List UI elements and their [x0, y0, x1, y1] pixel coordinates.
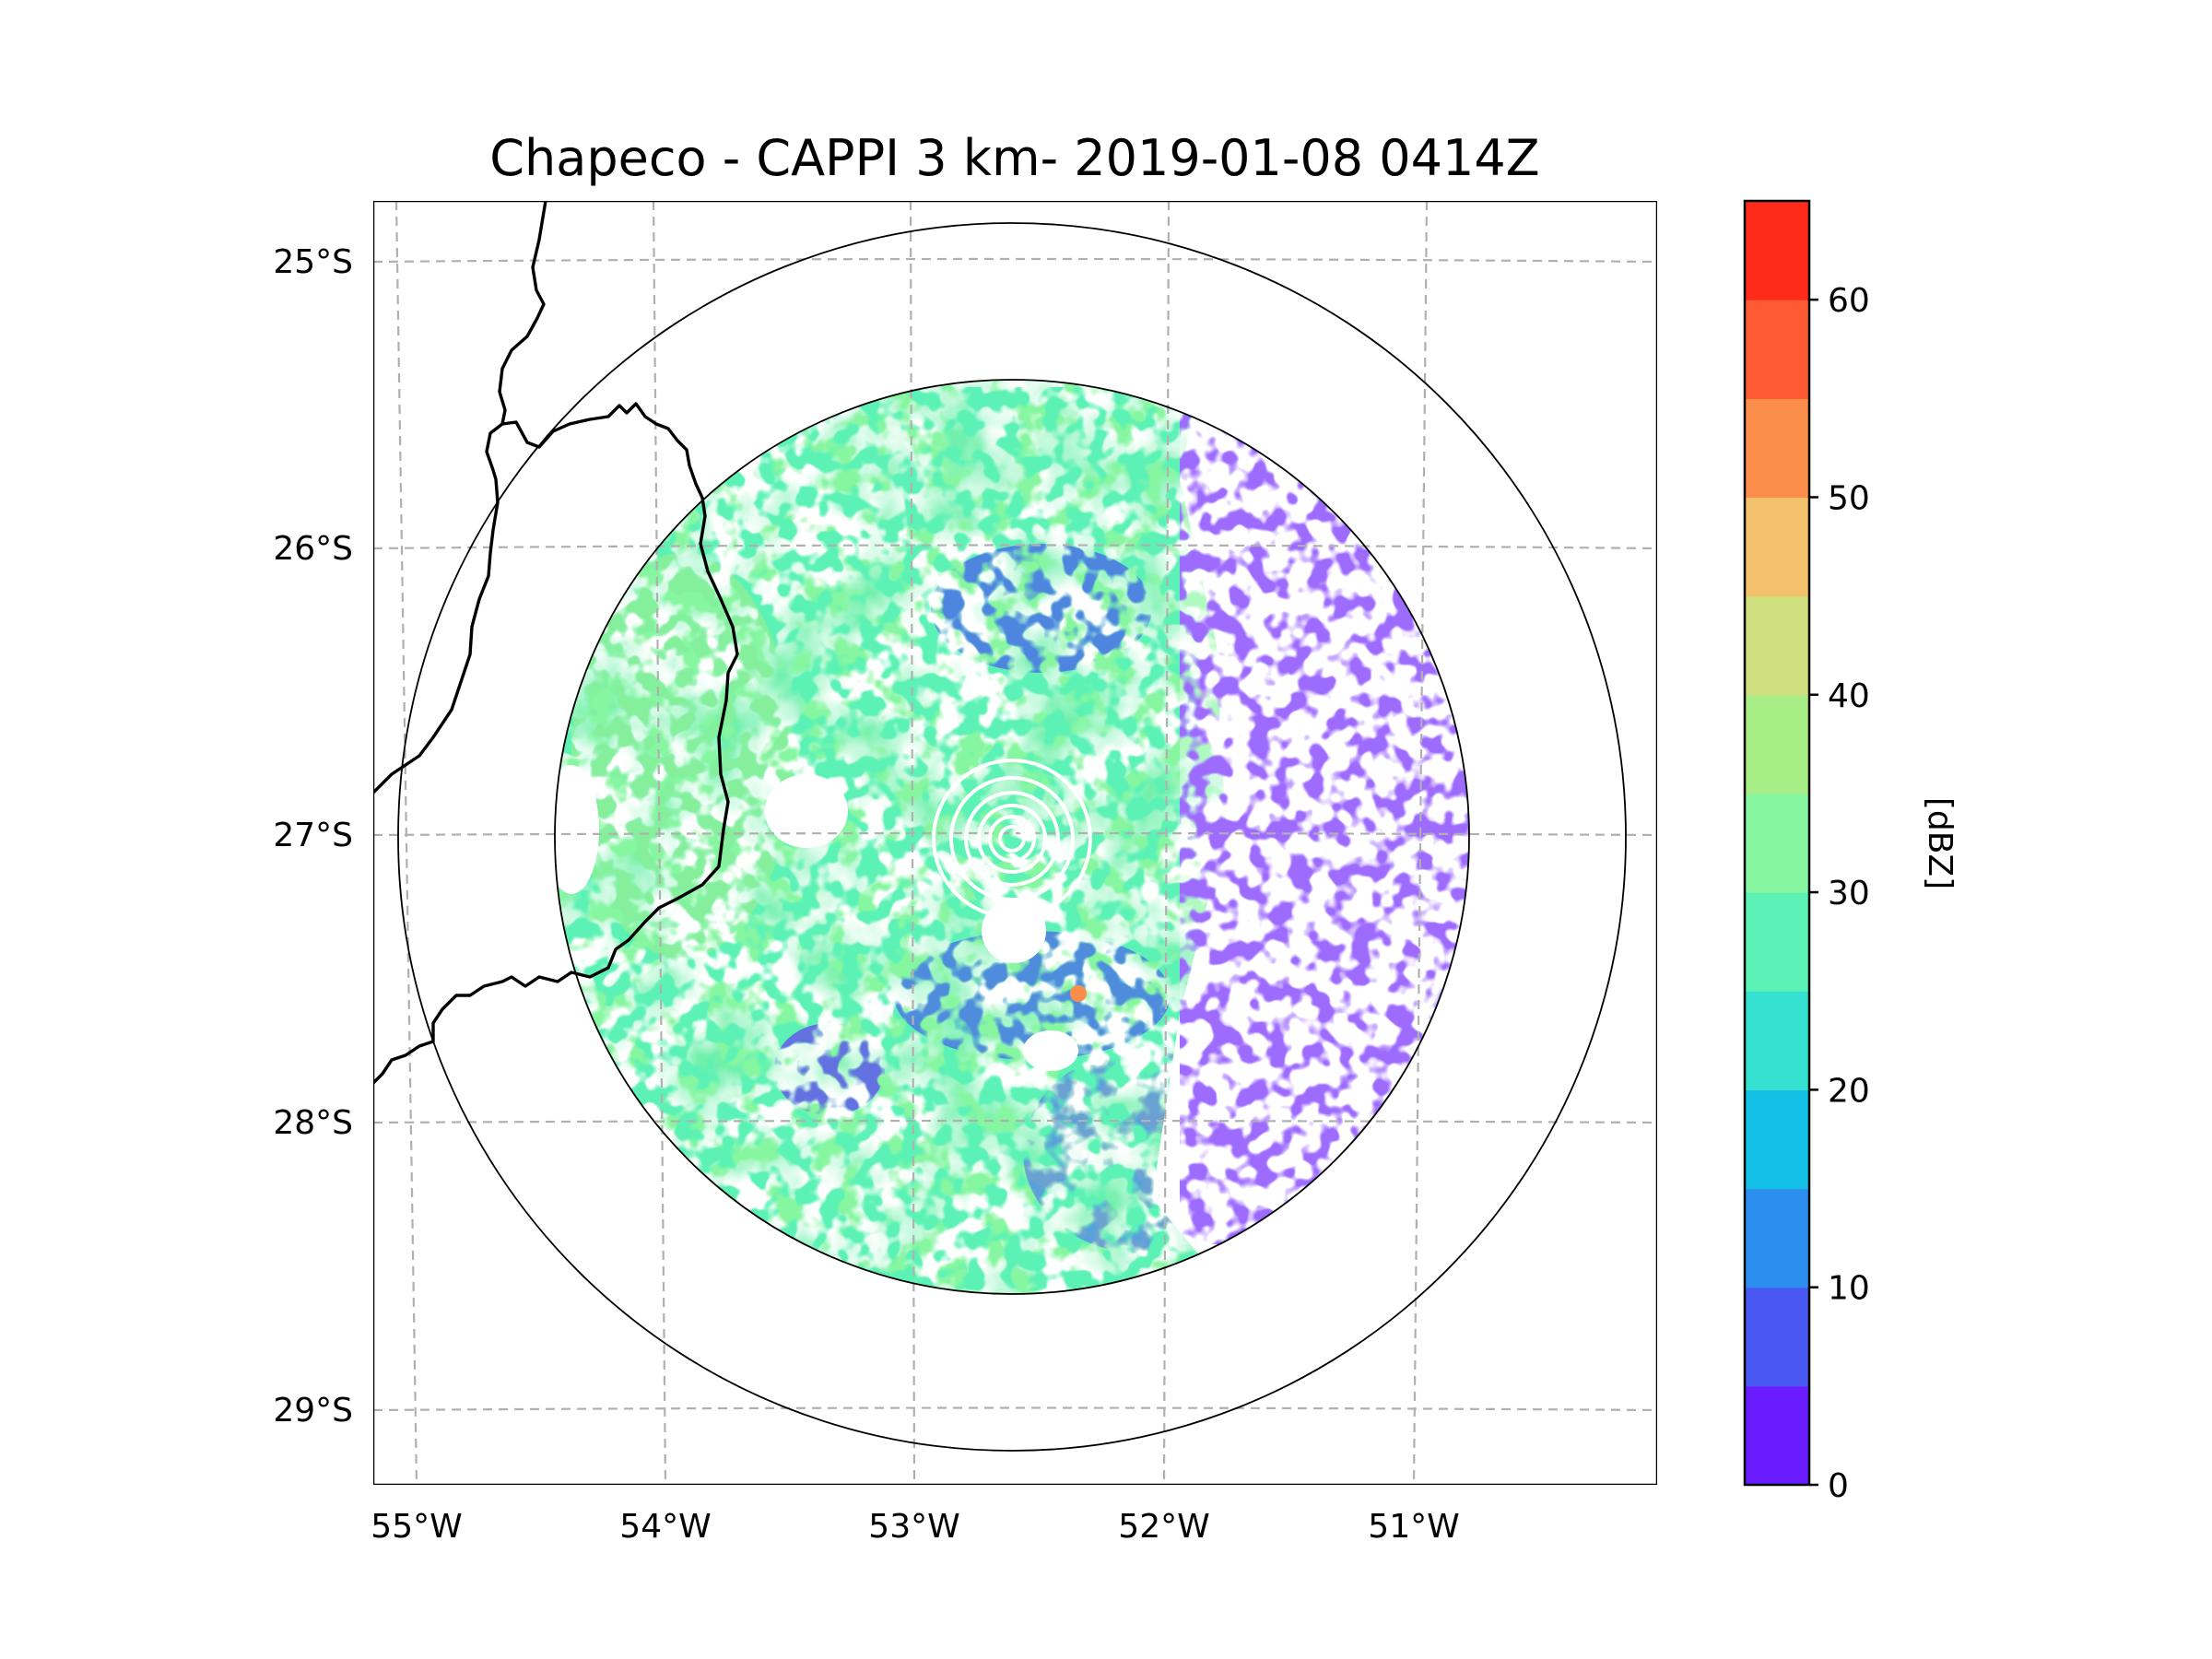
- colorbar-tick-label: 60: [1828, 282, 1870, 320]
- colorbar-tick-label: 20: [1828, 1072, 1870, 1110]
- colorbar-segment: [1745, 694, 1809, 794]
- lon-label: 51°W: [1368, 1508, 1459, 1546]
- colorbar-tick-label: 0: [1828, 1467, 1849, 1505]
- colorbar-segment: [1745, 793, 1809, 893]
- colorbar-segment: [1745, 398, 1809, 499]
- lon-label: 54°W: [619, 1508, 711, 1546]
- colorbar-segment: [1745, 1385, 1809, 1486]
- colorbar-segment: [1745, 1188, 1809, 1288]
- colorbar-tick-label: 40: [1828, 677, 1870, 715]
- colorbar-tick-label: 10: [1828, 1270, 1870, 1308]
- map-title: Chapeco - CAPPI 3 km- 2019-01-08 0414Z: [489, 129, 1539, 187]
- range-ring-inner: [554, 379, 1470, 1295]
- colorbar-tick-label: 50: [1828, 479, 1870, 517]
- country-borders: [373, 201, 739, 1085]
- colorbar-segment: [1745, 1089, 1809, 1190]
- map-axes: [373, 201, 1657, 1485]
- lat-label: 25°S: [273, 243, 353, 281]
- colorbar-label: [dBZ]: [1921, 797, 1959, 889]
- longitude-labels: 55°W 54°W 53°W 52°W 51°W: [371, 1508, 1459, 1546]
- colorbar-segment: [1745, 497, 1809, 597]
- range-ring-outer: [397, 222, 1627, 1452]
- colorbar-segment: [1745, 892, 1809, 992]
- lon-label: 52°W: [1118, 1508, 1209, 1546]
- colorbar-segment: [1745, 201, 1809, 300]
- colorbar-frame: [1743, 199, 1811, 1487]
- colorbar-segment: [1745, 300, 1809, 399]
- colorbar-segment: [1745, 991, 1809, 1090]
- colorbar-segment: [1745, 1287, 1809, 1387]
- latitude-labels: 25°S 26°S 27°S 28°S 29°S: [273, 243, 353, 1430]
- lat-label: 27°S: [273, 817, 353, 854]
- lat-label: 26°S: [273, 530, 353, 568]
- colorbar: 0 10 20 30 40 50 60: [1743, 199, 1870, 1505]
- graticule: [373, 201, 1657, 1485]
- colorbar-segment: [1745, 595, 1809, 696]
- radar-site-marker: [932, 759, 1092, 919]
- colorbar-tick-label: 30: [1828, 875, 1870, 912]
- lon-label: 55°W: [371, 1508, 462, 1546]
- lat-label: 28°S: [273, 1104, 353, 1142]
- lat-label: 29°S: [273, 1392, 353, 1430]
- lon-label: 53°W: [868, 1508, 959, 1546]
